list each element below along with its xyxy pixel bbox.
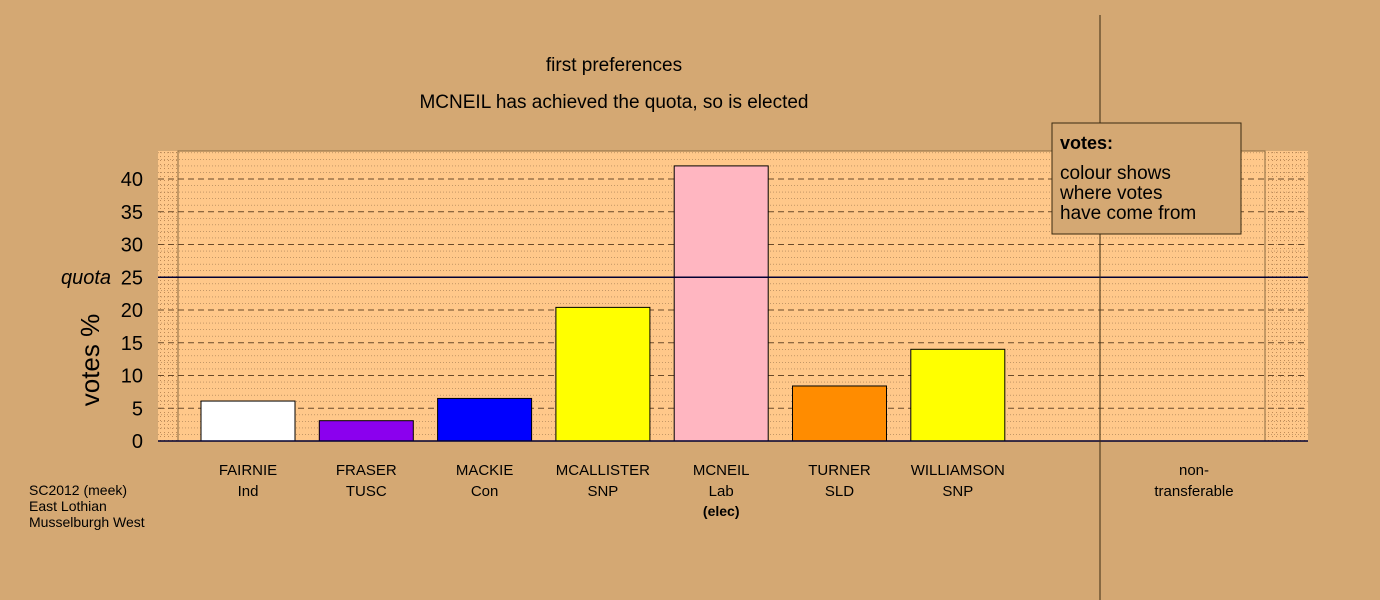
bar-williamson [910,348,1006,442]
chart-subtitle: MCNEIL has achieved the quota, so is ele… [419,92,808,113]
y-tick-label: 5 [132,398,143,420]
x-label-name: MCALLISTER [556,462,650,479]
bar-mcallister [555,306,651,442]
x-label-name: FAIRNIE [219,462,277,479]
legend-line-2: where votes [1059,183,1162,204]
y-tick-label: 10 [121,366,143,388]
x-label-name: MCNEIL [693,462,750,479]
bar-mcneil [673,165,769,442]
legend-line-1: colour shows [1060,163,1171,184]
x-label-party: SNP [942,483,973,500]
x-label-nontransferable-2: transferable [1154,483,1233,500]
y-tick-label: 25 [121,267,143,289]
bar-mackie [437,397,533,442]
legend: votes: colour shows where votes have com… [1051,122,1242,235]
bar-fairnie [200,400,296,442]
legend-title: votes: [1060,133,1113,153]
bar-turner [792,385,887,442]
x-label-name: TURNER [808,462,871,479]
legend-box [1051,122,1242,235]
y-axis: 0 5 10 15 20 25 30 35 40 [121,169,1308,453]
legend-line-3: have come from [1060,203,1196,224]
x-label-nontransferable-1: non- [1179,462,1209,479]
x-label-status: (elec) [703,503,740,519]
x-label-name: FRASER [336,462,397,479]
x-label-name: MACKIE [456,462,514,479]
bars [200,165,1006,442]
x-axis-labels: FAIRNIE Ind FRASER TUSC MACKIE Con MCALLISTER S… [219,462,1234,519]
y-tick-label: 40 [121,169,143,191]
footer-line-3: Musselburgh West [29,514,145,530]
y-tick-label: 15 [121,333,143,355]
x-label-party: Con [471,483,499,500]
footer: SC2012 (meek) East Lothian Musselburgh W… [29,482,145,530]
x-label-party: Lab [709,483,734,500]
x-label-party: Ind [238,483,259,500]
y-tick-label: 0 [132,431,143,453]
y-tick-label: 30 [121,235,143,257]
footer-line-1: SC2012 (meek) [29,482,127,498]
bar-fraser [318,420,414,442]
chart-title: first preferences [546,55,682,76]
footer-line-2: East Lothian [29,498,107,514]
x-label-party: TUSC [346,483,387,500]
y-tick-label: 20 [121,300,143,322]
y-tick-label: 35 [121,202,143,224]
x-label-name: WILLIAMSON [911,462,1005,479]
x-label-party: SNP [587,483,618,500]
quota-label: quota [61,267,111,289]
x-label-party: SLD [825,483,854,500]
y-axis-label: votes % [75,314,105,407]
